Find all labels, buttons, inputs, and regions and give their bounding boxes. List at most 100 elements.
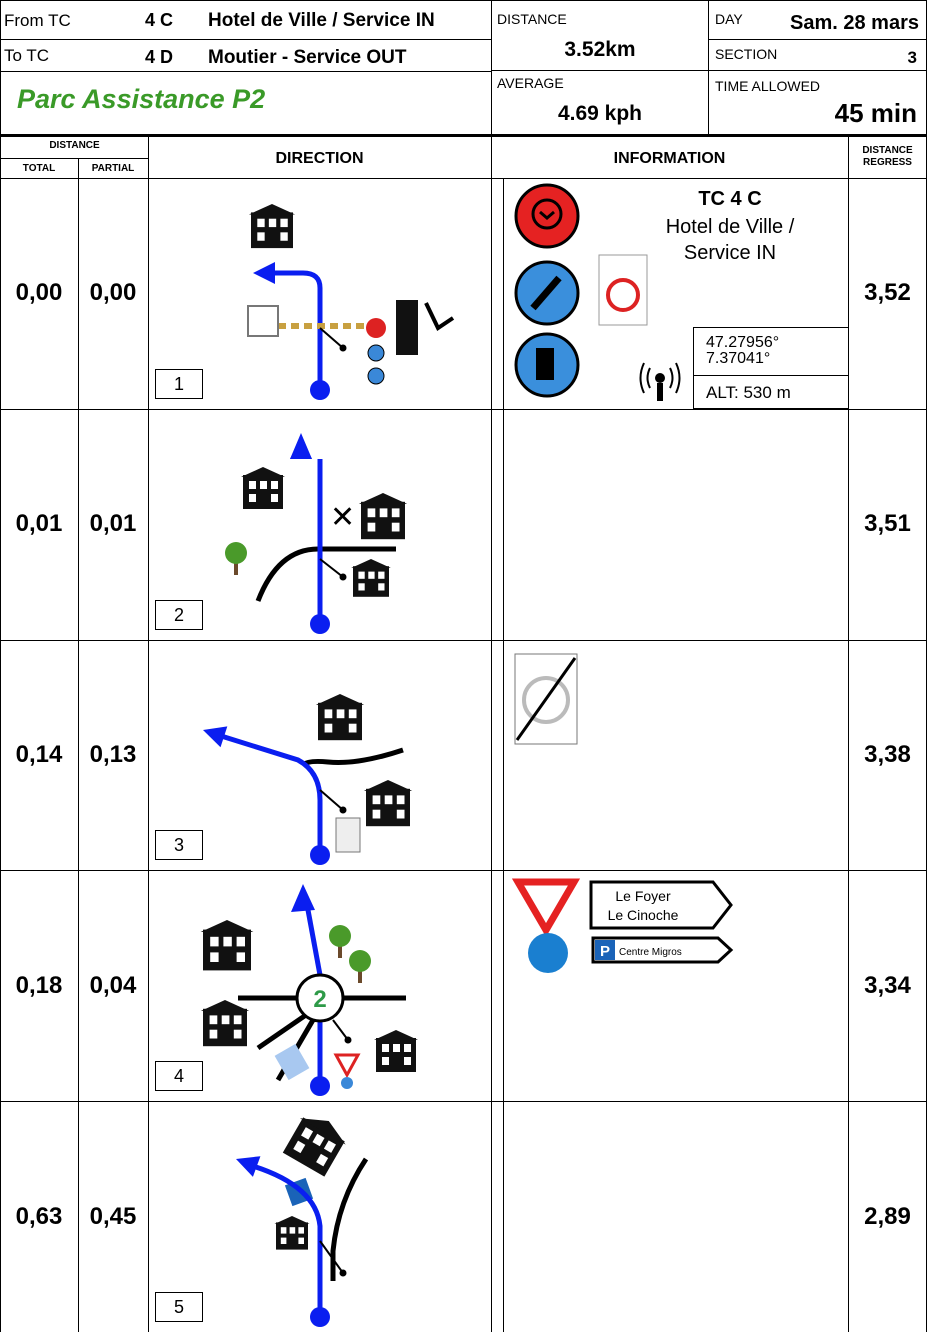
icon-shape [349, 950, 371, 984]
icon-shape [361, 501, 405, 539]
altitude: ALT: 530 m [706, 383, 791, 402]
icon-shape [280, 1227, 287, 1234]
icon-shape [522, 675, 570, 724]
icon-shape [282, 1117, 346, 1177]
icon-shape [203, 1009, 247, 1047]
icon-shape [335, 817, 361, 853]
icon-shape [221, 1015, 230, 1025]
icon-shape [324, 723, 333, 733]
icon-shape [374, 1030, 418, 1041]
icon-shape [319, 788, 344, 811]
icon-shape [358, 492, 408, 504]
partial-distance: 0,45 [89, 1202, 137, 1230]
icon-shape [210, 937, 219, 947]
icon-shape [391, 522, 400, 532]
box-number: 1 [155, 368, 203, 399]
icon-shape [353, 565, 389, 597]
time-value: 45 min [834, 98, 917, 128]
route-diagram [236, 1117, 369, 1328]
icon-shape [200, 1000, 250, 1012]
icon-shape [589, 880, 733, 930]
icon-shape [233, 1015, 242, 1025]
icon-shape [329, 925, 351, 959]
icon-shape [384, 794, 393, 804]
icon-shape [351, 558, 391, 597]
icon-shape [305, 909, 323, 976]
icon-shape [366, 318, 386, 338]
icon-shape [274, 1044, 310, 1081]
icon-shape [531, 198, 563, 230]
icon-shape [374, 1030, 418, 1073]
icon-shape [366, 788, 410, 826]
total-col-label: TOTAL [22, 163, 56, 174]
icon-shape [393, 1044, 400, 1053]
icon-shape [255, 546, 396, 602]
longitude: 7.37041° [706, 350, 771, 367]
icon-shape [310, 1307, 330, 1328]
icon-shape [298, 1237, 304, 1245]
icon-shape [301, 747, 404, 767]
icon-shape [310, 380, 330, 400]
icon-shape [367, 508, 376, 517]
sign-text: Centre Migros [619, 947, 682, 958]
regress-col-label: REGRESS [863, 157, 912, 168]
icon-shape [200, 1000, 250, 1047]
icon-shape [312, 1133, 325, 1147]
average-label: AVERAGE [497, 75, 564, 91]
sign-text: ✕ [330, 501, 355, 534]
icon-shape [378, 571, 385, 579]
icon-shape [329, 925, 351, 948]
regress-distance: 3,51 [864, 510, 911, 538]
total-distance: 0,00 [15, 279, 63, 307]
icon-shape [241, 466, 285, 477]
direction-col-label: DIRECTION [275, 150, 364, 167]
icon-shape [243, 474, 283, 509]
icon-shape [318, 702, 362, 740]
icon-shape [282, 1117, 345, 1177]
icon-shape [301, 1127, 314, 1140]
regress-col-label: DISTANCE [862, 145, 913, 156]
icon-shape [315, 693, 365, 740]
total-distance: 0,18 [15, 971, 63, 999]
partial-distance: 0,13 [89, 741, 137, 768]
icon-shape [233, 1030, 242, 1039]
icon-shape [382, 1044, 389, 1053]
icon-shape [657, 383, 663, 401]
icon-shape [530, 275, 562, 311]
alt-box [693, 375, 849, 409]
regress-distance: 2,89 [864, 1202, 911, 1230]
information-cell [503, 408, 849, 641]
to-label: To TC [4, 46, 50, 65]
icon-shape [372, 809, 381, 819]
box-number: 2 [155, 599, 203, 630]
icon-shape [200, 920, 254, 971]
icon-shape [396, 794, 405, 804]
from-tc: 4 C [145, 10, 174, 30]
icon-shape [333, 1053, 361, 1079]
route-diagram: 2 [200, 884, 418, 1097]
icon-shape [247, 305, 279, 337]
icon-shape [339, 573, 347, 581]
info-symbols: Le Foyer Le Cinoche P Centre Migros [511, 878, 734, 974]
icon-shape [344, 1036, 352, 1044]
from-name: Hotel de Ville / Service IN [208, 10, 435, 31]
icon-shape [396, 300, 418, 355]
icon-shape [210, 952, 219, 963]
icon-shape [514, 183, 580, 249]
icon-shape [363, 779, 413, 791]
total-distance: 0,14 [15, 741, 63, 768]
icon-shape [404, 1057, 411, 1066]
icon-shape [515, 656, 577, 741]
icon-shape [280, 232, 288, 241]
icon-shape [323, 1140, 336, 1154]
to-tc: 4 D [145, 47, 174, 67]
information-cell [503, 1101, 849, 1332]
icon-shape [291, 884, 315, 913]
icon-shape [363, 779, 413, 826]
total-distance: 0,63 [15, 1202, 63, 1230]
icon-shape [367, 367, 385, 385]
icon-shape [295, 973, 345, 1023]
icon-shape [319, 558, 344, 578]
icon-shape [280, 1237, 287, 1245]
